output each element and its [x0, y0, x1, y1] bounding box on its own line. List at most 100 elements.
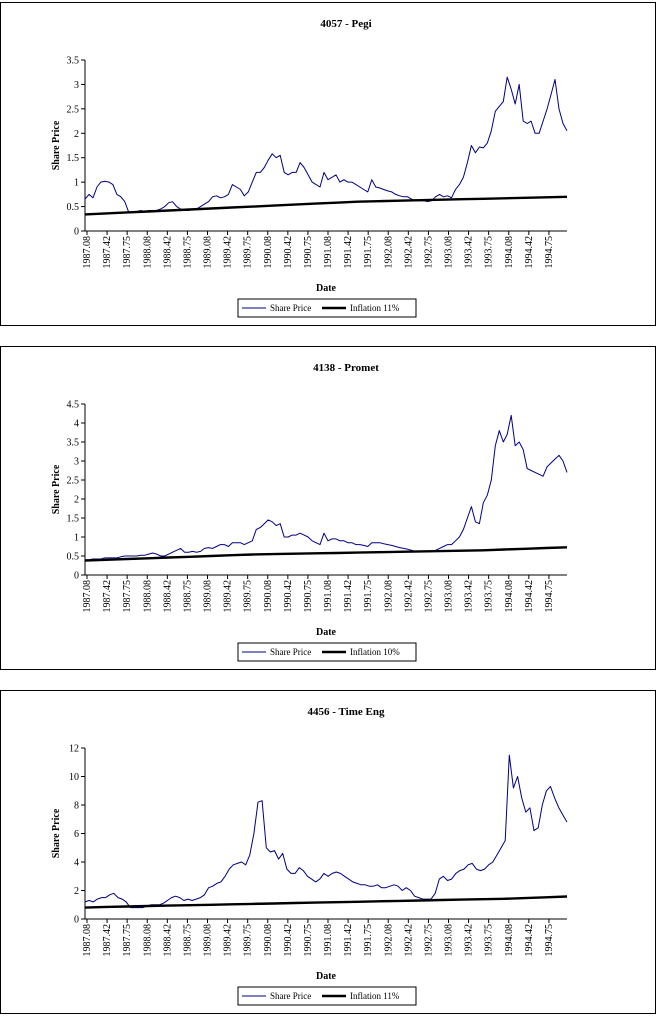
x-tick-label: 1993.08 — [444, 236, 455, 269]
x-tick-label: 1992.42 — [403, 924, 414, 957]
x-tick-label: 1992.08 — [383, 236, 394, 269]
y-tick-label: 1.5 — [67, 153, 80, 164]
x-tick-label: 1990.75 — [303, 236, 314, 269]
x-tick-label: 1991.42 — [343, 924, 354, 957]
y-tick-label: 2 — [74, 886, 79, 897]
x-tick-label: 1989.42 — [223, 580, 234, 613]
y-tick-label: 1 — [74, 178, 79, 189]
x-tick-label: 1990.42 — [283, 924, 294, 957]
x-tick-label: 1994.42 — [524, 924, 535, 957]
x-tick-label: 1992.08 — [383, 580, 394, 613]
chart-panel-pegi: 4057 - Pegi 0 0.5 1 1.5 2 2.5 3 3.5 1987.08 1987.4… — [0, 2, 656, 326]
x-tick-label: 1992.08 — [383, 924, 394, 957]
y-tick-label: 12 — [69, 744, 79, 755]
x-tick-label: 1988.08 — [142, 236, 153, 269]
x-tick-label: 1992.42 — [403, 580, 414, 613]
y-tick-label: 0 — [74, 571, 79, 582]
x-tick-label: 1994.75 — [544, 236, 555, 269]
x-tick-label: 1991.08 — [323, 580, 334, 613]
x-tick-label: 1991.08 — [323, 236, 334, 269]
x-tick-label: 1993.08 — [444, 924, 455, 957]
x-tick-label: 1991.42 — [343, 580, 354, 613]
series-line-inflation — [84, 195, 568, 216]
x-tick-label: 1989.42 — [223, 236, 234, 269]
x-tick-label: 1990.42 — [283, 236, 294, 269]
x-tick-label: 1994.42 — [524, 580, 535, 613]
x-tick-label: 1987.08 — [82, 580, 93, 613]
y-tick-label: 6 — [74, 829, 79, 840]
series-line-share-price — [84, 76, 568, 213]
x-tick-label: 1991.75 — [363, 236, 374, 269]
x-tick-label: 1987.75 — [122, 236, 133, 269]
x-tick-label: 1992.75 — [423, 580, 434, 613]
y-tick-label: 0.5 — [67, 202, 80, 213]
y-tick-label: 0 — [74, 915, 79, 926]
x-tick-label: 1989.75 — [243, 236, 254, 268]
x-tick-label: 1993.42 — [464, 236, 475, 269]
legend: Share Price Inflation 11% — [237, 298, 417, 318]
x-tick-label: 1994.75 — [544, 924, 555, 957]
y-tick-label: 4 — [74, 858, 79, 869]
x-tick-label: 1989.75 — [243, 924, 254, 957]
x-axis-label: Date — [316, 971, 337, 982]
legend: Share Price Inflation 11% — [237, 986, 417, 1006]
x-tick-label: 1989.75 — [243, 580, 254, 613]
x-tick-label: 1993.75 — [484, 924, 495, 957]
chart-panel-time-eng: 4456 - Time Eng 0 2 4 6 8 10 12 1987.08 1987.42 19… — [0, 690, 656, 1014]
x-tick-label: 1993.42 — [464, 580, 475, 613]
chart-promet: 4138 - Promet 0 0.5 1 1.5 2 2.5 3 3.5 4 4.5 1987.08… — [51, 362, 568, 662]
x-tick-label: 1990.08 — [263, 924, 274, 957]
legend-entry: Share Price — [270, 647, 311, 657]
x-axis-label: Date — [316, 283, 337, 294]
x-tick-label: 1987.08 — [82, 924, 93, 957]
x-tick-label: 1988.75 — [182, 236, 193, 269]
x-tick-label: 1989.08 — [203, 236, 214, 269]
x-tick-label: 1991.08 — [323, 924, 334, 957]
x-tick-label: 1988.75 — [182, 580, 193, 613]
x-tick-label: 1992.42 — [403, 236, 414, 269]
x-axis-label: Date — [316, 627, 337, 638]
x-tick-label: 1990.08 — [263, 580, 274, 613]
x-tick-label: 1988.75 — [182, 924, 193, 957]
x-tick-label: 1990.75 — [303, 580, 314, 613]
y-tick-label: 3 — [74, 80, 79, 91]
x-tick-label: 1987.08 — [82, 236, 93, 269]
x-tick-label: 1994.42 — [524, 236, 535, 269]
x-tick-label: 1987.42 — [102, 924, 113, 957]
legend-entry: Share Price — [270, 303, 311, 313]
series-line-inflation — [84, 546, 568, 562]
y-tick-label: 2.5 — [67, 476, 80, 487]
x-tick-label: 1989.08 — [203, 924, 214, 957]
legend-entry: Share Price — [270, 991, 311, 1001]
x-tick-label: 1987.75 — [122, 580, 133, 613]
x-tick-label: 1994.75 — [544, 580, 555, 613]
x-tick-label: 1992.75 — [423, 236, 434, 269]
x-tick-label: 1989.08 — [203, 580, 214, 613]
chart-title: 4057 - Pegi — [320, 18, 371, 30]
y-tick-label: 0 — [74, 227, 79, 238]
y-tick-label: 3 — [74, 457, 79, 468]
series-line-share-price — [85, 414, 568, 561]
chart-title: 4456 - Time Eng — [308, 706, 385, 718]
x-tick-label: 1988.42 — [162, 236, 173, 269]
chart-panel-promet: 4138 - Promet 0 0.5 1 1.5 2 2.5 3 3.5 4 4.5 1987.08… — [0, 346, 656, 670]
x-tick-label: 1988.08 — [142, 580, 153, 613]
series-line-share-price — [84, 754, 568, 909]
x-tick-label: 1988.08 — [142, 924, 153, 957]
x-tick-label: 1990.42 — [283, 580, 294, 613]
legend-entry: Inflation 10% — [350, 647, 400, 657]
x-tick-label: 1993.75 — [484, 236, 495, 269]
y-axis-label: Share Price — [51, 464, 62, 514]
chart-time-eng: 4456 - Time Eng 0 2 4 6 8 10 12 1987.08 1987.42 19… — [51, 706, 568, 1006]
x-tick-label: 1987.42 — [102, 236, 113, 269]
x-tick-label: 1992.75 — [423, 924, 434, 957]
y-tick-label: 3.5 — [67, 56, 80, 67]
x-tick-label: 1994.08 — [504, 580, 515, 613]
y-tick-label: 2 — [74, 495, 79, 506]
x-tick-label: 1988.42 — [162, 924, 173, 957]
y-tick-label: 0.5 — [67, 552, 80, 563]
y-tick-label: 2 — [74, 129, 79, 140]
y-tick-label: 3.5 — [67, 438, 80, 449]
series-line-inflation — [84, 895, 568, 909]
x-tick-label: 1987.42 — [102, 580, 113, 613]
